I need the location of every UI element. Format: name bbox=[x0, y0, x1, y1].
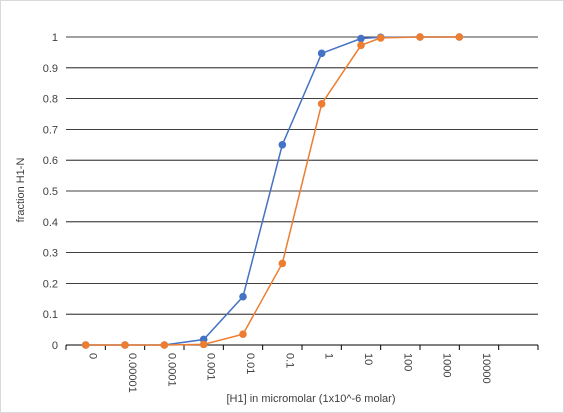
y-axis-tick-labels: 0 0.1 0.2 0.3 0.4 0.5 0.6 0.7 0.8 0.9 1 bbox=[43, 32, 58, 352]
data-point bbox=[317, 100, 326, 108]
y-tick-label: 0 bbox=[52, 340, 58, 352]
y-tick-label: 0.4 bbox=[43, 217, 58, 229]
x-tick-label: 0.0001 bbox=[165, 353, 177, 387]
y-tick-label: 0.2 bbox=[43, 278, 58, 290]
y-tick-label: 0.9 bbox=[43, 63, 58, 75]
x-tick-label: 10000 bbox=[480, 353, 492, 384]
data-point bbox=[416, 33, 424, 41]
data-point bbox=[121, 341, 129, 349]
x-tick-label: 1 bbox=[323, 353, 335, 359]
y-tick-label: 0.5 bbox=[43, 186, 58, 198]
data-point bbox=[278, 259, 287, 268]
y-tick-label: 0.3 bbox=[43, 248, 58, 260]
data-point bbox=[317, 49, 326, 58]
y-tick-label: 0.6 bbox=[43, 155, 58, 167]
x-tick-label: 0.00001 bbox=[126, 353, 138, 393]
y-tick-label: 0.1 bbox=[43, 309, 58, 321]
x-tick-label: 100 bbox=[401, 353, 413, 371]
data-point bbox=[455, 33, 464, 41]
data-point bbox=[376, 34, 385, 42]
x-axis-tick-labels: 0 0.00001 0.0001 0.001 0.01 0.1 1 10 100 1000 1000… bbox=[87, 353, 492, 393]
x-tick-label: 10 bbox=[362, 353, 374, 365]
data-point bbox=[81, 341, 90, 349]
y-axis-title: fraction H1-N bbox=[15, 158, 27, 223]
data-point bbox=[357, 34, 365, 43]
x-tick-label: 0.1 bbox=[283, 353, 295, 368]
x-tick-label: 0 bbox=[87, 353, 99, 359]
data-point bbox=[199, 340, 208, 349]
y-tick-label: 0.8 bbox=[43, 94, 58, 106]
data-point bbox=[357, 41, 365, 50]
gridlines bbox=[66, 36, 538, 315]
data-point bbox=[239, 330, 247, 339]
series-2 bbox=[81, 33, 464, 349]
x-axis-title: [H1] in micromolar (1x10^-6 molar) bbox=[227, 393, 396, 405]
x-tick-label: 0.01 bbox=[244, 353, 256, 374]
data-point bbox=[239, 292, 247, 301]
x-tick-label: 0.001 bbox=[205, 353, 217, 381]
data-point bbox=[160, 341, 169, 349]
y-tick-label: 0.7 bbox=[43, 124, 58, 136]
y-tick-label: 1 bbox=[52, 32, 58, 44]
x-tick-label: 1000 bbox=[441, 353, 453, 377]
data-series bbox=[81, 33, 464, 349]
data-point bbox=[278, 141, 287, 149]
